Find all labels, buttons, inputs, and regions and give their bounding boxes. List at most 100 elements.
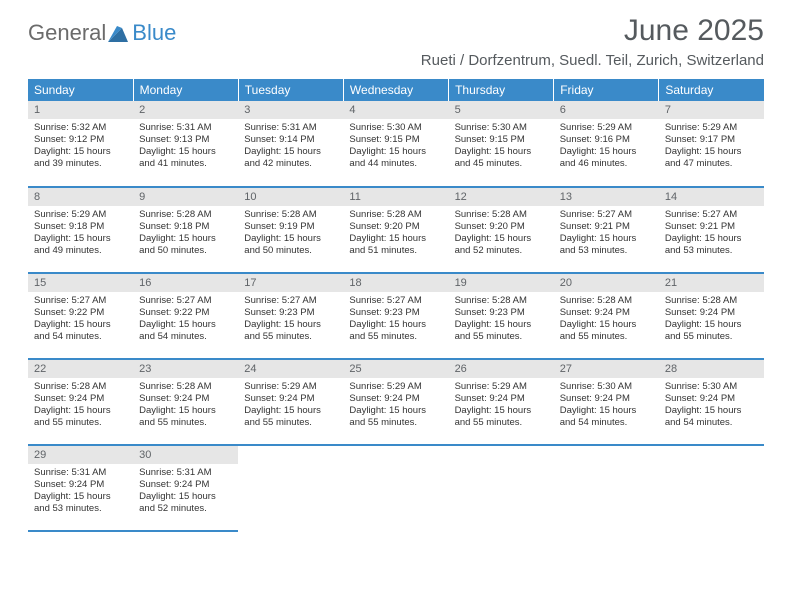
day-details: Sunrise: 5:28 AMSunset: 9:19 PMDaylight:…: [238, 206, 343, 261]
weekday-header: Thursday: [449, 79, 554, 101]
calendar-table: SundayMondayTuesdayWednesdayThursdayFrid…: [28, 79, 764, 532]
calendar-day-cell: [238, 445, 343, 531]
day-number: 20: [554, 274, 659, 292]
day-details: Sunrise: 5:27 AMSunset: 9:22 PMDaylight:…: [28, 292, 133, 347]
day-number: 30: [133, 446, 238, 464]
calendar-day-cell: 9Sunrise: 5:28 AMSunset: 9:18 PMDaylight…: [133, 187, 238, 273]
day-number: 29: [28, 446, 133, 464]
day-number: 1: [28, 101, 133, 119]
calendar-week-row: 29Sunrise: 5:31 AMSunset: 9:24 PMDayligh…: [28, 445, 764, 531]
calendar-day-cell: 28Sunrise: 5:30 AMSunset: 9:24 PMDayligh…: [659, 359, 764, 445]
day-details: Sunrise: 5:28 AMSunset: 9:24 PMDaylight:…: [133, 378, 238, 433]
weekday-header: Friday: [554, 79, 659, 101]
day-number: 23: [133, 360, 238, 378]
day-details: Sunrise: 5:31 AMSunset: 9:14 PMDaylight:…: [238, 119, 343, 174]
day-details: Sunrise: 5:29 AMSunset: 9:17 PMDaylight:…: [659, 119, 764, 174]
weekday-header: Monday: [133, 79, 238, 101]
calendar-day-cell: 27Sunrise: 5:30 AMSunset: 9:24 PMDayligh…: [554, 359, 659, 445]
day-details: Sunrise: 5:30 AMSunset: 9:24 PMDaylight:…: [554, 378, 659, 433]
day-details: Sunrise: 5:31 AMSunset: 9:24 PMDaylight:…: [133, 464, 238, 519]
day-details: Sunrise: 5:30 AMSunset: 9:15 PMDaylight:…: [343, 119, 448, 174]
day-details: Sunrise: 5:32 AMSunset: 9:12 PMDaylight:…: [28, 119, 133, 174]
calendar-week-row: 8Sunrise: 5:29 AMSunset: 9:18 PMDaylight…: [28, 187, 764, 273]
day-details: Sunrise: 5:27 AMSunset: 9:22 PMDaylight:…: [133, 292, 238, 347]
day-details: Sunrise: 5:30 AMSunset: 9:15 PMDaylight:…: [449, 119, 554, 174]
weekday-header: Sunday: [28, 79, 133, 101]
day-number: 14: [659, 188, 764, 206]
day-number: 11: [343, 188, 448, 206]
logo-text-general: General: [28, 20, 106, 46]
calendar-body: 1Sunrise: 5:32 AMSunset: 9:12 PMDaylight…: [28, 101, 764, 531]
weekday-header: Saturday: [659, 79, 764, 101]
day-details: Sunrise: 5:28 AMSunset: 9:23 PMDaylight:…: [449, 292, 554, 347]
calendar-day-cell: 29Sunrise: 5:31 AMSunset: 9:24 PMDayligh…: [28, 445, 133, 531]
calendar-day-cell: [343, 445, 448, 531]
day-number: 2: [133, 101, 238, 119]
day-number: 5: [449, 101, 554, 119]
day-details: Sunrise: 5:28 AMSunset: 9:20 PMDaylight:…: [449, 206, 554, 261]
day-number: 18: [343, 274, 448, 292]
calendar-day-cell: 15Sunrise: 5:27 AMSunset: 9:22 PMDayligh…: [28, 273, 133, 359]
calendar-week-row: 1Sunrise: 5:32 AMSunset: 9:12 PMDaylight…: [28, 101, 764, 187]
calendar-day-cell: 11Sunrise: 5:28 AMSunset: 9:20 PMDayligh…: [343, 187, 448, 273]
day-number: 4: [343, 101, 448, 119]
calendar-day-cell: 19Sunrise: 5:28 AMSunset: 9:23 PMDayligh…: [449, 273, 554, 359]
calendar-day-cell: 4Sunrise: 5:30 AMSunset: 9:15 PMDaylight…: [343, 101, 448, 187]
day-number: 15: [28, 274, 133, 292]
day-number: 9: [133, 188, 238, 206]
calendar-day-cell: 14Sunrise: 5:27 AMSunset: 9:21 PMDayligh…: [659, 187, 764, 273]
weekday-header-row: SundayMondayTuesdayWednesdayThursdayFrid…: [28, 79, 764, 101]
day-number: 3: [238, 101, 343, 119]
calendar-day-cell: 30Sunrise: 5:31 AMSunset: 9:24 PMDayligh…: [133, 445, 238, 531]
calendar-day-cell: 3Sunrise: 5:31 AMSunset: 9:14 PMDaylight…: [238, 101, 343, 187]
calendar-day-cell: 1Sunrise: 5:32 AMSunset: 9:12 PMDaylight…: [28, 101, 133, 187]
day-details: Sunrise: 5:28 AMSunset: 9:20 PMDaylight:…: [343, 206, 448, 261]
day-details: Sunrise: 5:31 AMSunset: 9:13 PMDaylight:…: [133, 119, 238, 174]
day-details: Sunrise: 5:30 AMSunset: 9:24 PMDaylight:…: [659, 378, 764, 433]
calendar-day-cell: 24Sunrise: 5:29 AMSunset: 9:24 PMDayligh…: [238, 359, 343, 445]
calendar-day-cell: 25Sunrise: 5:29 AMSunset: 9:24 PMDayligh…: [343, 359, 448, 445]
calendar-day-cell: 2Sunrise: 5:31 AMSunset: 9:13 PMDaylight…: [133, 101, 238, 187]
weekday-header: Tuesday: [238, 79, 343, 101]
day-number: 21: [659, 274, 764, 292]
day-details: Sunrise: 5:31 AMSunset: 9:24 PMDaylight:…: [28, 464, 133, 519]
calendar-day-cell: [554, 445, 659, 531]
calendar-day-cell: 12Sunrise: 5:28 AMSunset: 9:20 PMDayligh…: [449, 187, 554, 273]
calendar-day-cell: 26Sunrise: 5:29 AMSunset: 9:24 PMDayligh…: [449, 359, 554, 445]
page-title: June 2025: [421, 14, 764, 48]
day-details: Sunrise: 5:28 AMSunset: 9:24 PMDaylight:…: [554, 292, 659, 347]
calendar-week-row: 22Sunrise: 5:28 AMSunset: 9:24 PMDayligh…: [28, 359, 764, 445]
day-number: 7: [659, 101, 764, 119]
calendar-day-cell: 8Sunrise: 5:29 AMSunset: 9:18 PMDaylight…: [28, 187, 133, 273]
day-number: 28: [659, 360, 764, 378]
day-number: 10: [238, 188, 343, 206]
day-details: Sunrise: 5:27 AMSunset: 9:23 PMDaylight:…: [238, 292, 343, 347]
day-details: Sunrise: 5:29 AMSunset: 9:24 PMDaylight:…: [238, 378, 343, 433]
day-details: Sunrise: 5:27 AMSunset: 9:21 PMDaylight:…: [554, 206, 659, 261]
day-details: Sunrise: 5:27 AMSunset: 9:23 PMDaylight:…: [343, 292, 448, 347]
calendar-week-row: 15Sunrise: 5:27 AMSunset: 9:22 PMDayligh…: [28, 273, 764, 359]
day-number: 12: [449, 188, 554, 206]
day-number: 6: [554, 101, 659, 119]
calendar-day-cell: 5Sunrise: 5:30 AMSunset: 9:15 PMDaylight…: [449, 101, 554, 187]
calendar-day-cell: 6Sunrise: 5:29 AMSunset: 9:16 PMDaylight…: [554, 101, 659, 187]
day-number: 22: [28, 360, 133, 378]
calendar-day-cell: 16Sunrise: 5:27 AMSunset: 9:22 PMDayligh…: [133, 273, 238, 359]
day-details: Sunrise: 5:29 AMSunset: 9:18 PMDaylight:…: [28, 206, 133, 261]
calendar-day-cell: 7Sunrise: 5:29 AMSunset: 9:17 PMDaylight…: [659, 101, 764, 187]
calendar-day-cell: 21Sunrise: 5:28 AMSunset: 9:24 PMDayligh…: [659, 273, 764, 359]
calendar-day-cell: 10Sunrise: 5:28 AMSunset: 9:19 PMDayligh…: [238, 187, 343, 273]
day-details: Sunrise: 5:28 AMSunset: 9:18 PMDaylight:…: [133, 206, 238, 261]
day-number: 27: [554, 360, 659, 378]
day-number: 16: [133, 274, 238, 292]
day-number: 24: [238, 360, 343, 378]
day-details: Sunrise: 5:28 AMSunset: 9:24 PMDaylight:…: [659, 292, 764, 347]
calendar-day-cell: 23Sunrise: 5:28 AMSunset: 9:24 PMDayligh…: [133, 359, 238, 445]
day-number: 19: [449, 274, 554, 292]
logo: General Blue: [28, 14, 176, 46]
calendar-day-cell: [449, 445, 554, 531]
logo-mark-icon: [108, 24, 128, 42]
day-number: 13: [554, 188, 659, 206]
calendar-day-cell: 13Sunrise: 5:27 AMSunset: 9:21 PMDayligh…: [554, 187, 659, 273]
day-number: 8: [28, 188, 133, 206]
